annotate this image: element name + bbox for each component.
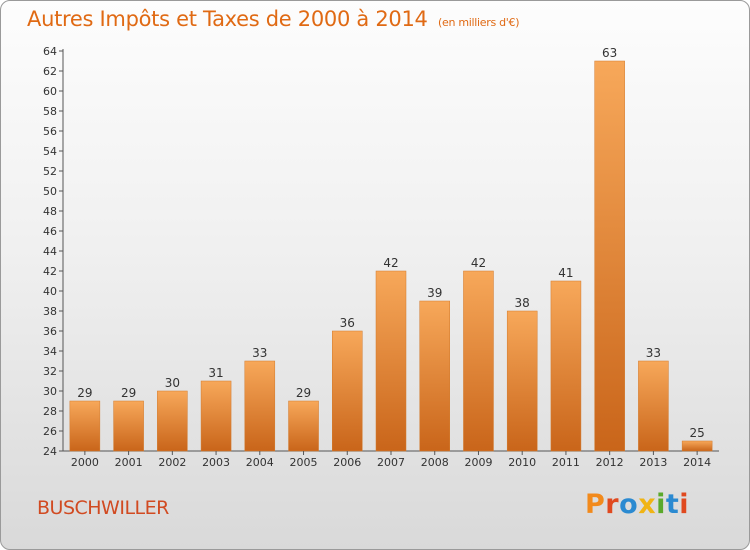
bar-value-label: 33 (646, 346, 661, 360)
bar (638, 360, 669, 452)
y-tick-label: 60 (43, 85, 57, 98)
bar (375, 270, 407, 452)
y-tick-label: 40 (43, 285, 57, 298)
bar-value-label: 42 (471, 256, 486, 270)
y-tick-label: 42 (43, 265, 57, 278)
logo-letter: i (679, 489, 690, 520)
commune-name: BUSCHWILLER (37, 497, 169, 519)
bar-value-label: 38 (515, 296, 530, 310)
bar-value-label: 31 (208, 366, 223, 380)
y-tick-label: 50 (43, 185, 57, 198)
x-tick-label: 2011 (552, 456, 580, 469)
y-tick-label: 32 (43, 365, 57, 378)
bar-value-label: 42 (383, 256, 398, 270)
x-tick-label: 2003 (202, 456, 230, 469)
x-tick-label: 2007 (377, 456, 405, 469)
bar-value-label: 36 (340, 316, 355, 330)
y-tick-label: 46 (43, 225, 57, 238)
y-tick-label: 52 (43, 165, 57, 178)
y-tick-label: 62 (43, 65, 57, 78)
x-tick-label: 2001 (115, 456, 143, 469)
bar-value-label: 30 (165, 376, 180, 390)
x-tick-label: 2010 (508, 456, 536, 469)
logo-letter: o (619, 489, 639, 520)
bar (419, 300, 450, 452)
y-tick-label: 24 (43, 445, 57, 458)
bar-value-label: 41 (558, 266, 573, 280)
bar-value-label: 25 (689, 426, 704, 440)
bar (681, 440, 713, 452)
logo-letter: i (656, 489, 666, 520)
bar (288, 400, 319, 452)
y-tick-label: 48 (43, 205, 57, 218)
logo-letter: x (638, 489, 657, 520)
bar (506, 310, 538, 452)
y-tick-label: 64 (43, 45, 57, 58)
x-tick-label: 2012 (596, 456, 624, 469)
x-tick-label: 2009 (464, 456, 492, 469)
bar (113, 400, 144, 452)
x-tick-label: 2013 (639, 456, 667, 469)
bar (157, 390, 188, 452)
y-tick-label: 54 (43, 145, 57, 158)
bar-value-label: 29 (77, 386, 92, 400)
y-tick-label: 26 (43, 425, 57, 438)
bar (244, 360, 276, 452)
y-tick-label: 38 (43, 305, 57, 318)
bar (463, 270, 494, 452)
bar-value-label: 29 (121, 386, 136, 400)
x-tick-label: 2014 (683, 456, 711, 469)
y-tick-label: 28 (43, 405, 57, 418)
bar (594, 60, 625, 452)
y-tick-label: 56 (43, 125, 57, 138)
x-tick-label: 2002 (158, 456, 186, 469)
x-tick-label: 2000 (71, 456, 99, 469)
x-tick-label: 2004 (246, 456, 274, 469)
chart-subtitle: (en milliers d'€) (438, 16, 520, 29)
bar-value-label: 33 (252, 346, 267, 360)
x-tick-label: 2005 (290, 456, 318, 469)
y-tick-label: 44 (43, 245, 57, 258)
bar (200, 380, 232, 452)
y-tick-label: 36 (43, 325, 57, 338)
bar (69, 400, 101, 452)
x-tick-label: 2008 (421, 456, 449, 469)
bar-value-label: 63 (602, 46, 617, 60)
chart-title-text: Autres Impôts et Taxes de 2000 à 2014 (27, 7, 428, 31)
logo-letter: r (605, 489, 620, 520)
y-tick-label: 34 (43, 345, 57, 358)
bar (550, 280, 582, 452)
bar (332, 330, 363, 452)
proxiti-logo: Proxiti (585, 489, 689, 520)
y-tick-label: 58 (43, 105, 57, 118)
bar-value-label: 29 (296, 386, 311, 400)
chart-title: Autres Impôts et Taxes de 2000 à 2014 (e… (27, 7, 519, 31)
y-tick-label: 30 (43, 385, 57, 398)
logo-letter: P (585, 489, 606, 520)
bar-value-label: 39 (427, 286, 442, 300)
logo-letter: t (665, 489, 680, 520)
x-tick-label: 2006 (333, 456, 361, 469)
